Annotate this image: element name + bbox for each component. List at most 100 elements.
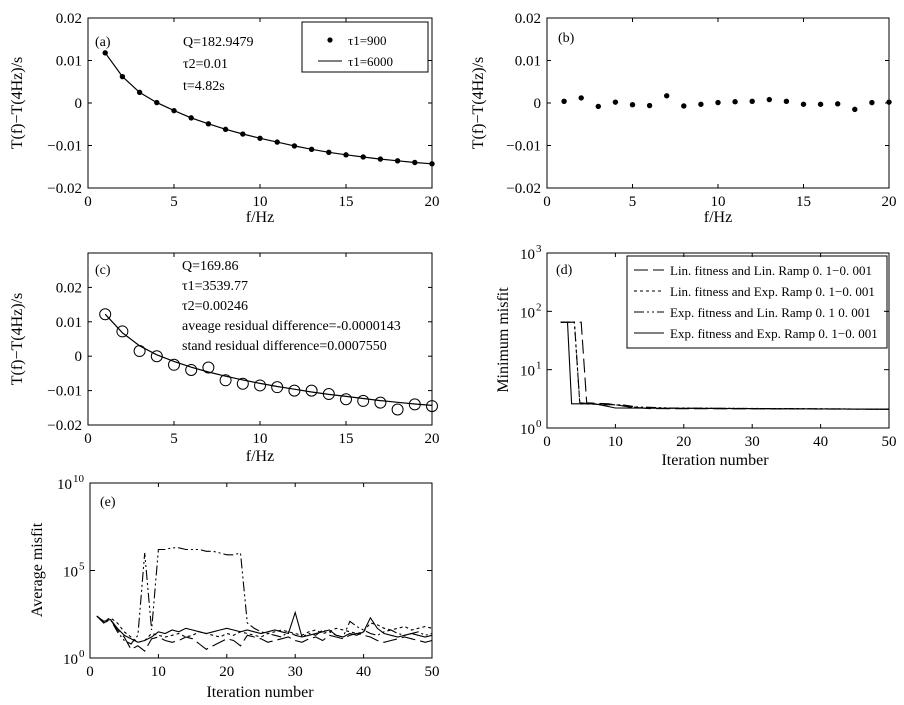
legend-label: Lin. fitness and Exp. Ramp 0. 1−0. 001 <box>670 284 875 299</box>
data-point <box>168 358 180 371</box>
data-point <box>377 156 384 162</box>
data-point <box>291 143 298 149</box>
data-point <box>783 98 790 105</box>
legend-label: Lin. fitness and Lin. Ramp 0. 1−0. 001 <box>670 263 872 278</box>
data-point <box>133 345 146 358</box>
data-point <box>185 363 198 376</box>
data-point <box>116 325 129 338</box>
x-tick-label: 10 <box>253 431 268 447</box>
data-point <box>222 126 229 133</box>
x-tick-label: 10 <box>608 434 623 450</box>
data-point <box>852 106 858 113</box>
series-line <box>96 615 433 643</box>
legend-box <box>626 255 888 349</box>
panel-label: (c) <box>95 263 111 278</box>
data-point <box>360 154 366 160</box>
data-point <box>102 50 108 56</box>
x-axis-label: f/Hz <box>246 209 274 226</box>
legend-label: τ1=6000 <box>348 54 393 69</box>
annotation-tau2: τ2=0.01 <box>183 57 228 72</box>
data-point <box>429 161 435 167</box>
legend-label: τ1=900 <box>348 33 387 48</box>
data-point <box>188 115 194 121</box>
x-tick-label: 15 <box>796 194 811 210</box>
y-tick-label-base: 10 <box>57 477 72 493</box>
legend-dot-marker <box>327 37 333 43</box>
data-point <box>357 394 370 407</box>
x-tick-label: 0 <box>543 434 551 450</box>
data-point <box>681 103 687 109</box>
x-tick-label: 20 <box>219 664 234 680</box>
x-tick-label: 5 <box>170 431 178 447</box>
y-tick-label: 0.02 <box>56 280 82 296</box>
panel-a: (a) Q=182.9479 τ2=0.01 t=4.82s τ1=900 τ1… <box>9 11 440 226</box>
legend-box <box>301 21 429 73</box>
data-point <box>408 398 421 411</box>
data-point <box>886 99 892 105</box>
data-point <box>202 361 215 374</box>
data-point <box>274 139 280 145</box>
series-line <box>104 52 433 165</box>
y-tick-label: 0 <box>75 96 83 112</box>
x-tick-label: 10 <box>711 194 726 210</box>
data-point <box>629 102 636 108</box>
x-axis-label: Iteration number <box>661 452 769 469</box>
legend-label: Exp. fitness and Lin. Ramp 0. 1 0. 001 <box>670 305 871 320</box>
data-point <box>119 73 126 80</box>
y-axis-label: Average misfit <box>29 522 46 617</box>
annotation-average-residual: aveage residual difference=-0.0000143 <box>182 319 401 334</box>
y-tick-label-exponent: 1 <box>536 360 542 372</box>
y-tick-label-exponent: 0 <box>79 648 85 660</box>
y-tick-label: 0.02 <box>56 11 82 27</box>
y-tick-label: −0.01 <box>47 139 82 155</box>
y-axis-label: T(f)−T(4Hz)/s <box>9 57 26 150</box>
data-point <box>732 99 738 105</box>
data-point <box>254 379 266 392</box>
annotation-q: Q=169.86 <box>182 259 239 274</box>
y-tick-label: 0.02 <box>515 11 541 27</box>
data-point <box>205 121 212 127</box>
data-point <box>561 98 567 105</box>
y-tick-label-base: 10 <box>520 247 535 263</box>
data-point <box>236 377 249 390</box>
data-point <box>171 107 177 114</box>
data-point <box>219 374 232 387</box>
x-axis-label: Iteration number <box>206 684 314 701</box>
x-tick-label: 15 <box>339 431 354 447</box>
data-point <box>835 101 841 107</box>
y-tick-label-base: 10 <box>520 422 535 438</box>
data-point <box>800 101 807 107</box>
data-point <box>99 308 112 321</box>
x-tick-label: 0 <box>84 431 92 447</box>
panel-b: (b) f/Hz T(f)−T(4Hz)/s 0 5 10 15 20 0.02 0.01 0… <box>470 11 897 226</box>
y-tick-label: −0.01 <box>47 384 82 400</box>
data-point <box>154 99 160 106</box>
y-tick-label-exponent: 10 <box>73 473 85 485</box>
x-axis-label: f/Hz <box>246 448 274 465</box>
data-point <box>664 93 670 99</box>
plot-frame <box>89 482 433 659</box>
x-tick-label: 10 <box>151 664 166 680</box>
x-axis-label: f/Hz <box>704 209 732 226</box>
data-point <box>715 99 721 106</box>
annotation-q: Q=182.9479 <box>183 35 254 50</box>
y-tick-label-exponent: 5 <box>79 561 85 573</box>
data-point <box>766 96 772 103</box>
x-tick-label: 50 <box>882 434 897 450</box>
data-point <box>749 98 755 105</box>
x-tick-label: 0 <box>543 194 551 210</box>
y-axis-label: Minimum misfit <box>495 287 512 393</box>
data-point <box>698 101 704 107</box>
annotation-tau2: τ2=0.00246 <box>182 299 248 314</box>
data-point <box>308 146 315 153</box>
x-tick-label: 0 <box>84 194 92 210</box>
panel-label: (d) <box>556 263 573 278</box>
data-point <box>612 99 619 105</box>
x-tick-label: 10 <box>253 194 268 210</box>
y-tick-label: 0.01 <box>56 54 82 70</box>
y-tick-label: 0 <box>534 96 542 112</box>
x-tick-label: 50 <box>425 664 440 680</box>
data-point <box>271 381 284 394</box>
x-tick-label: 0 <box>86 664 94 680</box>
